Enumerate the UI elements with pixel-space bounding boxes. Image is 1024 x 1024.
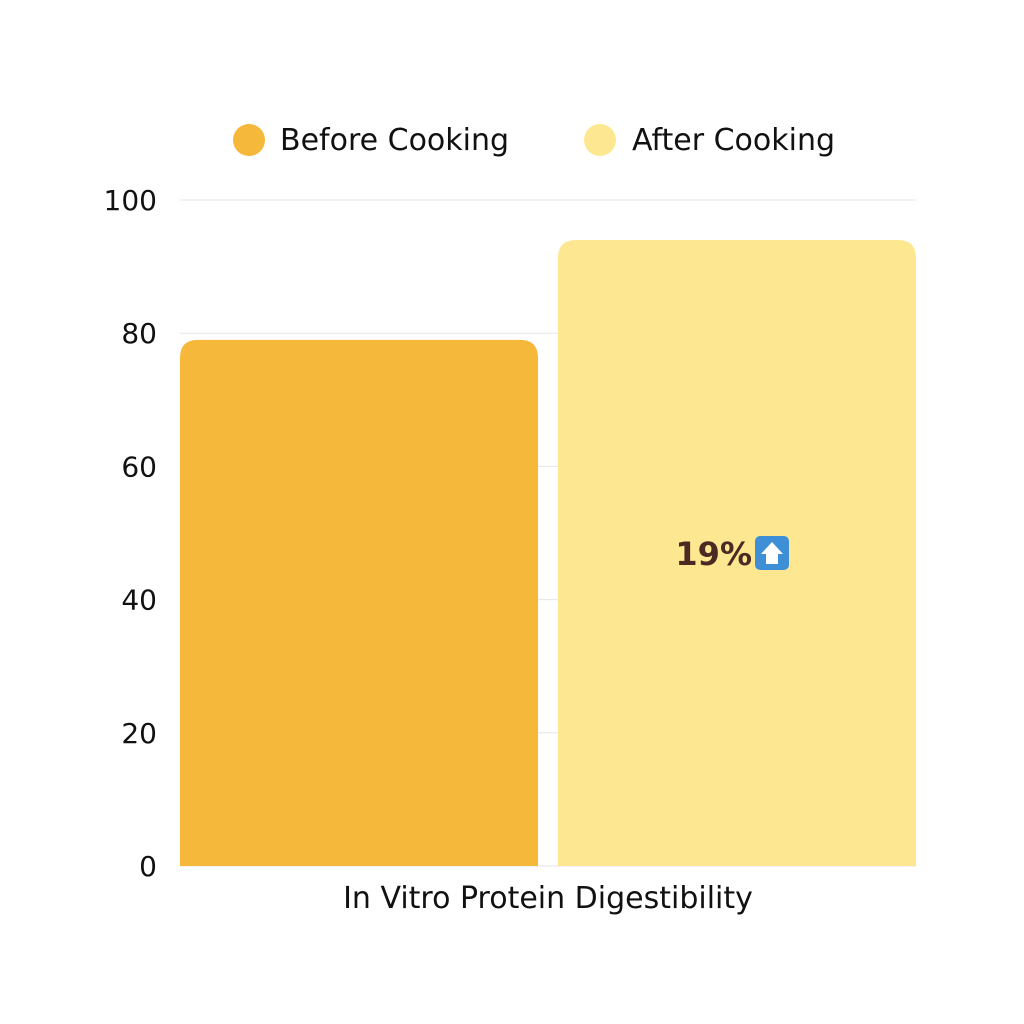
legend-label-after-cooking: After Cooking [632,123,835,158]
bar-after-cooking [558,239,916,866]
up-arrow-icon [755,535,789,570]
y-axis-ticks: 0 20 40 60 80 100 [104,184,157,883]
legend-label-before-cooking: Before Cooking [280,123,509,158]
legend: Before Cooking After Cooking [233,123,835,158]
change-annotation-label: 19% [675,535,752,573]
y-tick-label: 100 [104,184,157,217]
y-tick-label: 20 [121,717,157,750]
bar-before-cooking [180,339,538,866]
x-category-label: In Vitro Protein Digestibility [343,881,753,916]
y-tick-label: 0 [139,850,157,883]
legend-swatch-before-cooking [233,124,265,156]
up-arrow-icon-glyph [761,541,783,564]
y-tick-label: 40 [121,584,157,617]
bars [180,239,916,866]
change-annotation: 19% [675,535,789,573]
y-tick-label: 60 [121,450,157,483]
y-tick-label: 80 [121,317,157,350]
legend-swatch-after-cooking [584,124,616,156]
